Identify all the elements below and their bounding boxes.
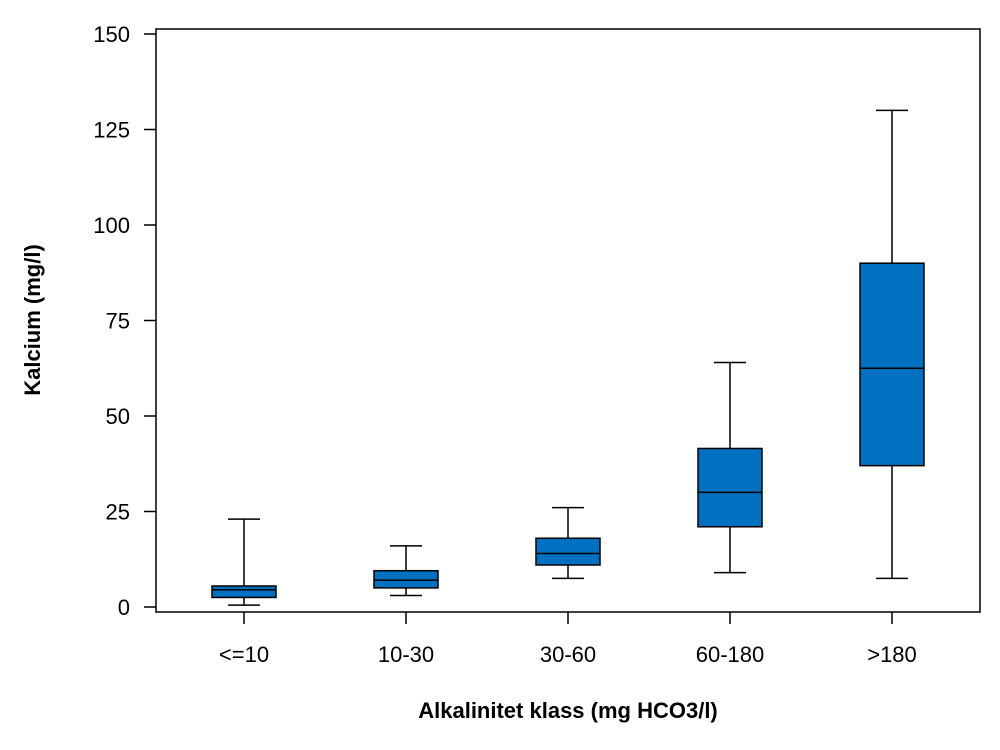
box-iqr bbox=[535, 537, 601, 566]
y-tick-label: 50 bbox=[106, 404, 130, 429]
y-tick-label: 150 bbox=[93, 22, 130, 47]
y-tick-label: 100 bbox=[93, 213, 130, 238]
box-iqr bbox=[859, 262, 925, 467]
x-tick-label: <=10 bbox=[219, 642, 269, 667]
y-tick-label: 0 bbox=[118, 595, 130, 620]
y-tick-label: 25 bbox=[106, 500, 130, 525]
y-tick-label: 75 bbox=[106, 309, 130, 334]
box-1 bbox=[211, 518, 277, 606]
box-iqr bbox=[211, 585, 277, 599]
x-tick-label: >180 bbox=[867, 642, 917, 667]
box-4 bbox=[697, 361, 763, 574]
box-2 bbox=[373, 545, 439, 597]
box-5 bbox=[859, 109, 925, 580]
box-3 bbox=[535, 506, 601, 580]
x-axis-title: Alkalinitet klass (mg HCO3/l) bbox=[418, 698, 718, 723]
box-iqr bbox=[697, 447, 763, 528]
y-tick-label: 125 bbox=[93, 118, 130, 143]
y-axis-title: Kalcium (mg/l) bbox=[20, 244, 45, 396]
box-iqr bbox=[373, 569, 439, 589]
x-tick-label: 30-60 bbox=[540, 642, 596, 667]
x-tick-label: 10-30 bbox=[378, 642, 434, 667]
x-tick-label: 60-180 bbox=[696, 642, 765, 667]
